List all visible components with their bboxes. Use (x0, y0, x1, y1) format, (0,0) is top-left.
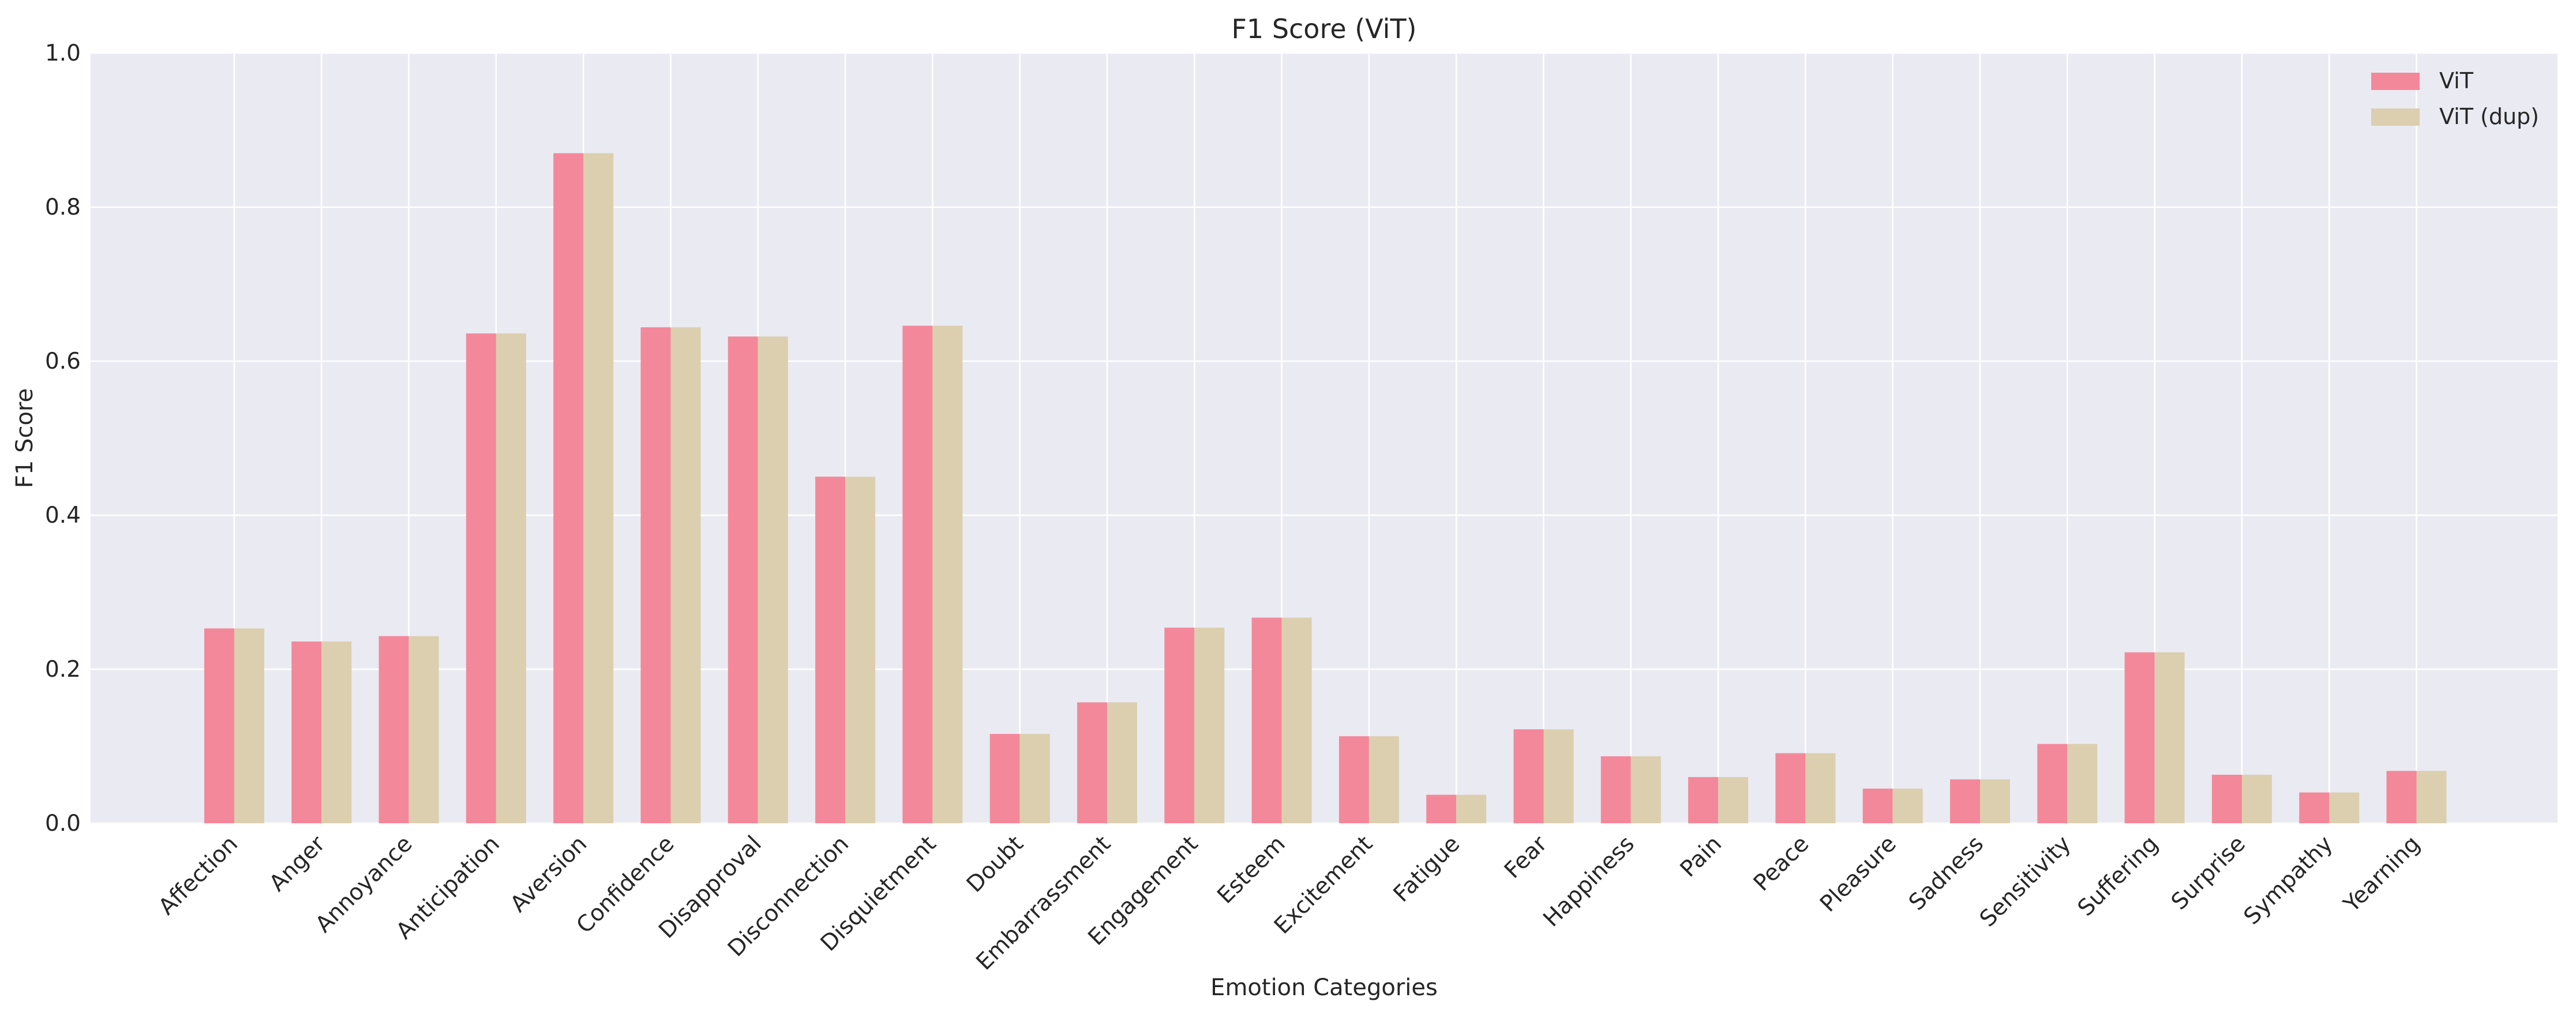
legend-label: ViT (2439, 68, 2474, 93)
x-tick-label: Anger (264, 831, 331, 897)
bar-vit-dup-fatigue (1456, 794, 1487, 823)
legend: ViT ViT (dup) (2371, 68, 2539, 129)
bar-vit-dup-aversion (583, 153, 614, 823)
bar-vit-dup-surprise (2241, 774, 2272, 823)
bar-vit-dup-anger (321, 641, 352, 823)
x-tick-label: Sadness (1904, 831, 1989, 916)
bar-vit-anticipation (466, 333, 496, 823)
bar-vit-dup-yearning (2416, 771, 2447, 823)
bar-vit-dup-disapproval (758, 336, 788, 823)
x-tick-label: Aversion (505, 831, 592, 917)
bar-vit-dup-sensitivity (2067, 744, 2098, 823)
bar-vit-dup-esteem (1281, 617, 1312, 823)
bar-vit-anger (291, 641, 322, 823)
plot-area (91, 53, 2558, 823)
bar-vit-dup-annoyance (408, 636, 439, 823)
bar-vit-confidence (640, 327, 671, 823)
x-tick-label: Pleasure (1815, 831, 1902, 917)
x-tick-label: Surprise (2166, 831, 2251, 915)
chart-title: F1 Score (ViT) (1231, 13, 1416, 44)
x-tick-label: Yearning (2338, 831, 2425, 918)
bar-vit-dup-disquietment (932, 325, 963, 823)
bar-vit-disapproval (728, 336, 758, 823)
y-tick-label: 0.2 (45, 657, 81, 682)
bars-layer (204, 153, 2447, 823)
bar-vit-esteem (1251, 617, 1282, 823)
bar-vit-sensitivity (2037, 744, 2068, 823)
x-tick-label: Affection (153, 831, 243, 920)
y-tick-label: 0.6 (45, 348, 81, 374)
x-tick-label: Pain (1675, 831, 1727, 882)
x-tick-label: Sympathy (2239, 831, 2338, 930)
bar-vit-sympathy (2299, 792, 2330, 823)
bar-vit-dup-fear (1543, 729, 1574, 823)
bar-vit-aversion (553, 153, 584, 823)
bar-vit-pleasure (1862, 788, 1893, 823)
bar-vit-dup-embarrassment (1107, 702, 1137, 823)
bar-vit-dup-pain (1718, 777, 1749, 823)
bar-vit-dup-peace (1805, 753, 1836, 823)
y-axis-ticks: 0.0 0.2 0.4 0.6 0.8 1.0 (45, 40, 81, 837)
bar-vit-engagement (1164, 627, 1195, 823)
x-tick-label: Esteem (1212, 831, 1290, 909)
bar-vit-yearning (2386, 771, 2417, 823)
bar-vit-happiness (1600, 756, 1631, 823)
bar-vit-suffering (2124, 652, 2155, 823)
x-tick-label: Suffering (2073, 831, 2163, 921)
bar-vit-dup-pleasure (1892, 788, 1923, 823)
legend-swatch (2371, 73, 2420, 90)
x-tick-label: Peace (1749, 831, 1814, 896)
bar-vit-dup-sadness (1980, 779, 2010, 823)
bar-vit-dup-affection (234, 628, 264, 823)
bar-vit-disconnection (815, 477, 846, 823)
y-tick-label: 0.0 (45, 811, 81, 837)
y-axis-label: F1 Score (12, 388, 38, 488)
bar-vit-excitement (1338, 736, 1369, 823)
bar-vit-surprise (2211, 774, 2242, 823)
bar-vit-dup-engagement (1194, 627, 1225, 823)
bar-vit-sadness (1950, 779, 1980, 823)
x-axis-label: Emotion Categories (1210, 974, 1438, 1001)
y-tick-label: 1.0 (45, 40, 81, 66)
legend-label: ViT (dup) (2439, 104, 2539, 129)
bar-vit-affection (204, 628, 234, 823)
bar-vit-dup-sympathy (2329, 792, 2360, 823)
x-tick-label: Fatigue (1389, 831, 1465, 907)
bar-vit-fear (1513, 729, 1544, 823)
x-tick-label: Fear (1499, 831, 1553, 884)
bar-vit-dup-disconnection (845, 477, 876, 823)
bar-vit-doubt (989, 734, 1020, 823)
bar-vit-embarrassment (1077, 702, 1107, 823)
bar-vit-dup-happiness (1630, 756, 1661, 823)
x-tick-label: Sensitivity (1975, 831, 2076, 932)
legend-swatch (2371, 108, 2420, 126)
bar-vit-pain (1688, 777, 1719, 823)
y-tick-label: 0.4 (45, 502, 81, 528)
bar-vit-fatigue (1426, 794, 1457, 823)
x-tick-label: Doubt (962, 831, 1029, 898)
bar-vit-peace (1775, 753, 1806, 823)
bar-vit-dup-excitement (1368, 736, 1399, 823)
bar-vit-dup-confidence (670, 327, 701, 823)
bar-vit-disquietment (902, 325, 933, 823)
bar-vit-dup-doubt (1019, 734, 1050, 823)
bar-vit-annoyance (378, 636, 409, 823)
x-tick-label: Happiness (1539, 831, 1640, 932)
y-tick-label: 0.8 (45, 194, 81, 220)
bar-vit-dup-suffering (2154, 652, 2185, 823)
bar-vit-dup-anticipation (496, 333, 526, 823)
